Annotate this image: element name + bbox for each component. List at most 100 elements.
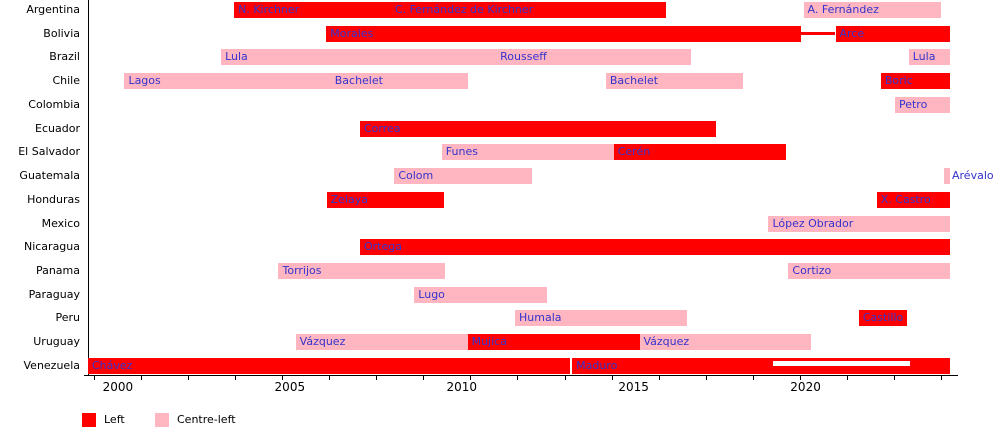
axis-minor-tick [894,376,896,380]
country-label: El Salvador [18,145,80,159]
axis-year-label: 2000 [102,380,134,394]
timeline-bar: Rousseff [496,49,691,66]
legend-label-left: Left [104,413,125,426]
axis-year-label: 2010 [446,380,478,394]
bar-label: Vázquez [643,335,690,349]
axis-minor-tick [799,376,801,380]
bar-label: Vázquez [299,335,346,349]
axis-year-label: 2015 [618,380,649,394]
timeline-bar: Correa [359,120,717,137]
country-label: Colombia [28,97,80,111]
axis-year-label: 2005 [274,380,306,394]
bar-label: Correa [363,121,401,135]
outside-bar-label: Arévalo [952,169,994,183]
country-label: Argentina [26,3,80,16]
bar-label: Lugo [418,287,445,301]
timeline-bar: Vázquez [639,334,812,351]
timeline-bar: Funes [441,144,614,161]
country-label: Guatemala [19,169,80,183]
timeline-bar: Chávez [88,357,571,374]
timeline-bar [944,168,950,185]
legend-label-centre-left: Centre-left [177,413,236,426]
timeline-bar: Cortizo [788,263,950,280]
bar-label: Boric [884,74,913,88]
country-label: Mexico [41,216,80,230]
axis-minor-tick [846,376,848,380]
country-label: Chile [52,74,80,88]
country-label: Paraguay [28,287,80,301]
legend-swatch-centre-left [155,413,169,427]
timeline-bar: Bachelet [330,73,469,90]
bar-label: Colom [398,169,434,183]
country-label: Bolivia [43,26,80,40]
timeline-bar: Colom [394,168,532,185]
timeline-bar: A. Fernández [803,2,942,18]
axis-minor-tick [93,376,95,380]
timeline-bar: Torrijos [278,263,445,280]
bar-label: Funes [445,145,478,159]
bar-label: N. Kirchner [238,3,300,16]
axis-minor-tick [611,376,613,380]
country-label: Uruguay [33,335,80,349]
plot-area: N. Kirchner C. Fernández de Kirchner A. Fe… [88,0,994,376]
axis-year-label: 2020 [790,380,821,394]
timeline-bar: Morales [326,25,802,42]
timeline-bar: Arce [835,25,950,42]
bar-label: X. Castro [880,192,931,206]
bar-label: Zelaya [330,192,368,206]
axis-minor-tick [187,376,189,380]
y-axis-line [88,0,89,376]
timeline-bar: Castillo [858,310,907,327]
timeline-bar: Cerén [613,144,786,161]
bar-label: Cerén [617,145,651,159]
axis-minor-tick [329,376,331,380]
axis-minor-tick [140,376,142,380]
timeline-bar: Ortega [359,239,950,256]
country-label: Venezuela [23,358,81,372]
disputed-period-stripe [772,360,911,366]
bar-label: López Obrador [772,216,854,230]
axis-minor-tick [235,376,237,380]
bar-label: Mujica [471,335,507,349]
timeline-bar: Boric [880,73,950,90]
axis-minor-tick [470,376,472,380]
axis-minor-tick [752,376,754,380]
axis-minor-tick [282,376,284,380]
bar-label: Maduro [576,358,618,372]
axis-minor-tick [517,376,519,380]
timeline-bar: Humala [515,310,687,327]
axis-minor-tick [658,376,660,380]
timeline-bar: Zelaya [326,191,444,208]
bar-label: Chávez [92,358,133,372]
legend-swatch-left [82,413,96,427]
country-label: Ecuador [35,121,80,135]
country-label: Nicaragua [23,240,80,254]
bar-label: Rousseff [500,50,547,64]
bar-label: Bachelet [334,74,383,88]
timeline-bar: Lula [908,49,950,66]
bar-label: Lagos [128,74,161,88]
bar-label: Petro [898,97,928,111]
bar-label: Ortega [363,240,402,254]
bar-label: Lula [225,50,248,64]
country-label: Panama [35,264,80,278]
timeline-bar: Lugo [414,286,547,303]
timeline-bar: Lula [221,49,497,66]
timeline-bar: Bachelet [605,73,744,90]
bar-label: A. Fernández [807,3,879,16]
axis-minor-tick [423,376,425,380]
bar-label: Torrijos [282,264,322,278]
timeline-bar: N. Kirchner [234,2,391,18]
axis-minor-tick [705,376,707,380]
bar-label: Bachelet [609,74,659,88]
presidency-gap-connector [801,32,836,36]
bar-label: Humala [519,311,562,325]
bar-label: Castillo [862,311,904,325]
country-label: Brazil [49,50,80,64]
axis-minor-tick [376,376,378,380]
timeline-bar: X. Castro [876,191,950,208]
timeline-bar: López Obrador [768,215,950,232]
axis-minor-tick [941,376,943,380]
bar-label: Lula [912,50,936,64]
